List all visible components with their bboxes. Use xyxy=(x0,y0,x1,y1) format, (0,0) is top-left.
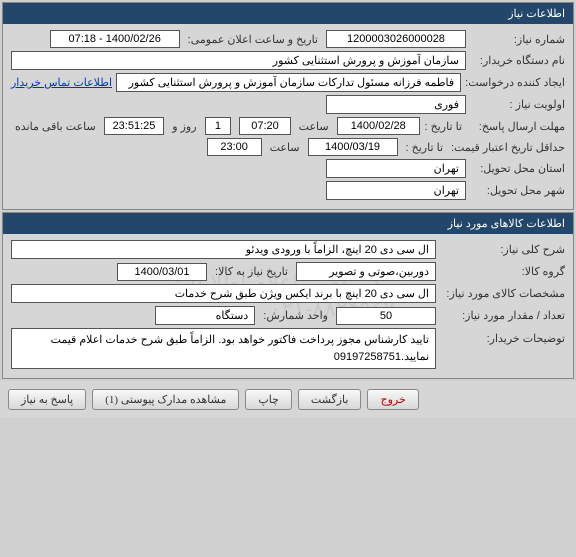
print-button[interactable]: چاپ xyxy=(245,389,292,410)
to-date-label-2: تا تاریخ : xyxy=(402,141,447,154)
need-info-header: اطلاعات نیاز xyxy=(3,3,573,24)
days-label: روز و xyxy=(168,120,200,133)
priority-field: فوری xyxy=(326,95,466,114)
buyer-org-field: سازمان آموزش و پرورش استثنایی کشور xyxy=(11,51,466,70)
response-time-field: 07:20 xyxy=(239,117,290,135)
remaining-label: ساعت باقی مانده xyxy=(11,120,100,133)
creator-field: فاطمه فرزانه مسئول تدارکات سازمان آموزش … xyxy=(116,73,461,92)
validity-date-field: 1400/03/19 xyxy=(308,138,398,156)
time-label-1: ساعت xyxy=(295,120,333,133)
need-date-field: 1400/03/01 xyxy=(117,263,207,281)
buyer-org-label: نام دستگاه خریدار: xyxy=(470,54,565,67)
need-number-label: شماره نیاز: xyxy=(470,33,565,46)
footer-toolbar: پاسخ به نیاز مشاهده مدارک پیوستی (1) چاپ… xyxy=(0,381,576,418)
creator-label: ایجاد کننده درخواست: xyxy=(465,76,565,89)
need-number-field: 1200003026000028 xyxy=(326,30,466,48)
days-field: 1 xyxy=(205,117,232,135)
attachments-button[interactable]: مشاهده مدارک پیوستی (1) xyxy=(92,389,239,410)
qty-field: 50 xyxy=(336,307,436,325)
buyer-notes-label: توضیحات خریدار: xyxy=(440,328,565,345)
general-desc-label: شرح کلی نیاز: xyxy=(440,243,565,256)
validity-time-field: 23:00 xyxy=(207,138,262,156)
remaining-field: 23:51:25 xyxy=(104,117,164,135)
need-date-label: تاریخ نیاز به کالا: xyxy=(211,265,292,278)
public-date-field: 1400/02/26 - 07:18 xyxy=(50,30,180,48)
delivery-city-field: تهران xyxy=(326,181,466,200)
spec-label: مشخصات کالای مورد نیاز: xyxy=(440,287,565,300)
buyer-contact-link[interactable]: اطلاعات تماس خریدار xyxy=(11,76,112,89)
general-desc-field: ال سی دی 20 اینچ، الزاماً با ورودی ویدئو xyxy=(11,240,436,259)
buyer-notes-field: تایید کارشناس مجوز پرداخت فاکتور خواهد ب… xyxy=(11,328,436,369)
need-info-panel: اطلاعات نیاز شماره نیاز: 120000302600002… xyxy=(2,2,574,210)
unit-field: دستگاه xyxy=(155,306,255,325)
time-label-2: ساعت xyxy=(266,141,304,154)
qty-label: تعداد / مقدار مورد نیاز: xyxy=(440,309,565,322)
goods-info-header: اطلاعات کالاهای مورد نیاز xyxy=(3,213,573,234)
response-deadline-label: مهلت ارسال پاسخ: xyxy=(470,120,565,133)
delivery-province-field: تهران xyxy=(326,159,466,178)
response-date-field: 1400/02/28 xyxy=(337,117,420,135)
group-label: گروه کالا: xyxy=(440,265,565,278)
exit-button[interactable]: خروج xyxy=(367,389,418,410)
to-date-label: تا تاریخ : xyxy=(424,120,466,133)
back-button[interactable]: بازگشت xyxy=(298,389,362,410)
delivery-province-label: استان محل تحویل: xyxy=(470,162,565,175)
spec-field: ال سی دی 20 اینچ با برند ایکس ویژن طبق ش… xyxy=(11,284,436,303)
unit-label: واحد شمارش: xyxy=(259,309,332,322)
min-validity-label: حداقل تاریخ اعتبار قیمت: xyxy=(451,141,565,154)
priority-label: اولویت نیاز : xyxy=(470,98,565,111)
group-field: دوربین،صوتی و تصویر xyxy=(296,262,436,281)
goods-info-panel: اطلاعات کالاهای مورد نیاز مرکز تلفنی اعل… xyxy=(2,212,574,379)
respond-button[interactable]: پاسخ به نیاز xyxy=(8,389,86,410)
public-date-label: تاریخ و ساعت اعلان عمومی: xyxy=(184,33,322,46)
delivery-city-label: شهر محل تحویل: xyxy=(470,184,565,197)
